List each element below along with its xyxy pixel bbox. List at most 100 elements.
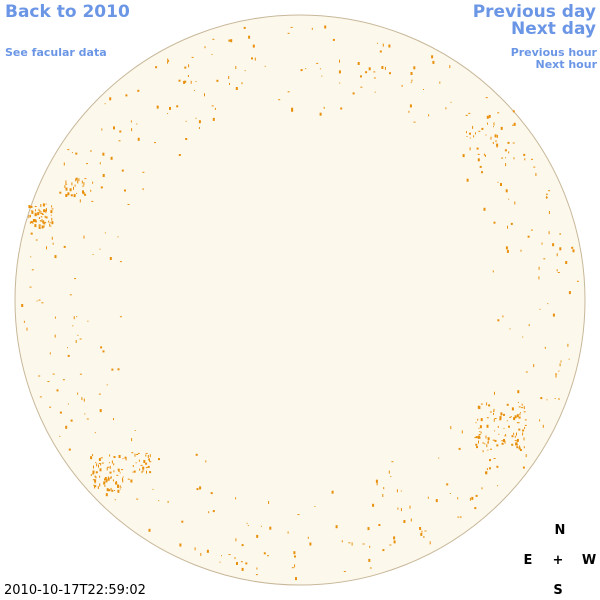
facula [145,454,147,457]
facula [73,186,74,190]
facula [487,441,489,444]
facula [411,79,413,82]
facula [269,526,272,530]
facula [524,427,526,429]
timestamp: 2010-10-17T22:59:02 [4,583,146,598]
facula [122,477,123,481]
facula [413,121,416,123]
facula [70,194,73,197]
facula [390,476,392,478]
facula [116,474,119,476]
facula [480,418,483,422]
facula [450,426,452,430]
facula [260,525,262,527]
facula [518,416,521,419]
back-link[interactable]: Back to 2010 [5,2,130,22]
facula [497,112,500,114]
facula [210,492,213,495]
facula [143,460,146,463]
facular-link[interactable]: See facular data [5,46,107,59]
facula [107,466,110,468]
facula [382,549,385,552]
facula [369,567,372,569]
facula [38,226,41,229]
facula [478,427,480,429]
facula [488,404,491,407]
facula [481,487,483,490]
facula [427,496,429,499]
facula [113,126,115,130]
facula [230,39,233,43]
facula [294,564,296,568]
facula [138,459,140,462]
facula [32,219,35,222]
facula [51,217,53,221]
facula [368,67,371,71]
facula [409,505,411,509]
facula [246,522,248,524]
facula [54,316,56,319]
facula [511,407,514,411]
facula [462,154,465,158]
facula [122,476,124,478]
facula [547,303,549,305]
facula [485,154,486,157]
facula [483,153,485,156]
facula [268,501,270,504]
next-hour-link[interactable]: Next hour [536,58,598,71]
facula [297,514,300,516]
facula [36,300,38,302]
facula [145,467,148,469]
facula [424,530,427,532]
facula [486,417,489,419]
previous-hour-link[interactable]: Previous hour [511,46,598,59]
facula [77,392,79,395]
facula [471,496,474,500]
facula [428,114,430,117]
facula [401,84,403,87]
facula [367,527,370,531]
facula [99,468,102,472]
facula [145,452,148,454]
previous-day-link[interactable]: Previous day [473,2,596,22]
facula [142,188,144,191]
facula [136,498,139,500]
facula [41,302,44,304]
facula [382,43,384,47]
facula [43,209,46,213]
facula [360,75,362,78]
facula [134,430,136,431]
facula [45,212,47,214]
facula [81,180,83,184]
facula [78,178,80,182]
facula [65,425,68,429]
next-day-link[interactable]: Next day [511,19,596,39]
facula [82,185,85,187]
facula [34,212,37,216]
facula [97,486,99,489]
facula [65,187,68,191]
facula [500,183,502,186]
facula [117,236,119,238]
facula [102,350,105,353]
facula [429,541,431,545]
facula [489,411,492,413]
facula [181,520,184,523]
facula [531,158,533,160]
facula [519,449,522,451]
facula [91,200,94,202]
facula [34,219,37,222]
facula [104,477,107,480]
facula [142,171,145,173]
facula [179,543,182,547]
facula [92,479,95,481]
facula [26,327,28,331]
facula [388,470,390,474]
facula [383,487,385,490]
facula [71,152,73,154]
facula [508,425,510,428]
facula [465,114,468,116]
facula [169,106,171,110]
facula [90,456,93,460]
facula [514,440,517,442]
